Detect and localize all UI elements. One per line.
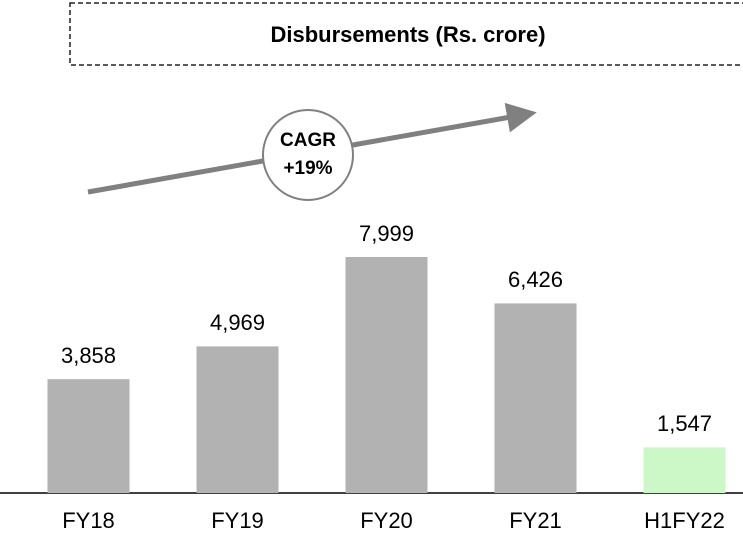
bar <box>47 379 130 493</box>
x-tick-label: FY19 <box>211 508 264 533</box>
bar <box>196 346 279 493</box>
value-label: 4,969 <box>210 310 265 335</box>
value-label: 6,426 <box>508 267 563 292</box>
bar <box>494 303 577 493</box>
x-tick-label: FY18 <box>62 508 115 533</box>
value-label: 7,999 <box>359 221 414 246</box>
annotation: CAGR <box>280 130 336 151</box>
x-tick-label: FY20 <box>360 508 413 533</box>
bar <box>345 257 428 493</box>
cagr-circle <box>262 109 354 201</box>
title-box <box>69 2 743 66</box>
x-tick-label: H1FY22 <box>644 508 725 533</box>
value-label: 3,858 <box>61 343 116 368</box>
bar <box>643 447 726 493</box>
annotation: +19% <box>283 158 332 179</box>
chart-title: Disbursements (Rs. crore) <box>270 22 545 47</box>
value-label: 1,547 <box>657 411 712 436</box>
x-tick-label: FY21 <box>509 508 562 533</box>
